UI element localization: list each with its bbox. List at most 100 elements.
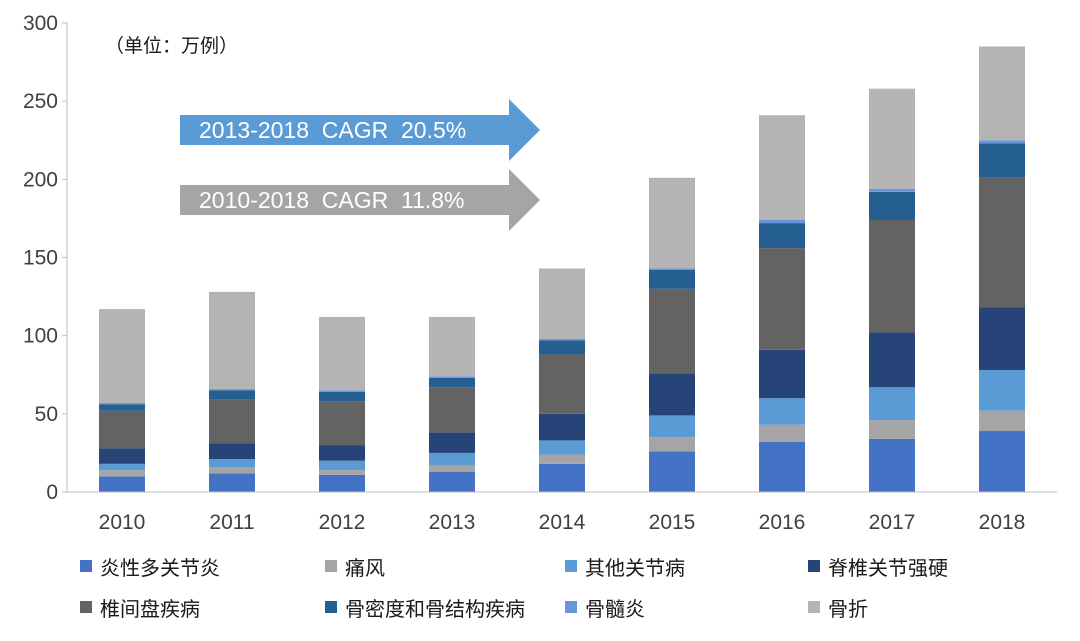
y-tick-label: 150 (23, 247, 58, 270)
legend-swatch (80, 560, 92, 572)
legend-label: 其他关节病 (585, 555, 685, 580)
bar-segment (869, 188, 915, 192)
bar-segment (539, 440, 585, 455)
cagr-arrow-shape (180, 99, 540, 161)
legend-item: 骨密度和骨结构疾病 (325, 592, 525, 622)
x-tick-label: 2018 (979, 511, 1026, 534)
x-tick-label: 2010 (99, 511, 146, 534)
bar-segment (759, 115, 805, 220)
bar-segment (539, 354, 585, 414)
y-tick-label: 250 (23, 90, 58, 113)
bar-segment (99, 463, 145, 471)
bar-segment (209, 473, 255, 492)
legend-swatch (565, 560, 577, 572)
bar-stack-2011 (209, 291, 255, 492)
x-tick-label: 2015 (649, 511, 696, 534)
bar-segment (209, 459, 255, 467)
legend-swatch (325, 560, 337, 572)
legend-item: 脊椎关节强硬 (808, 551, 948, 581)
bar-segment (99, 402, 145, 405)
x-tick-label: 2011 (209, 511, 254, 534)
bar-stack-2014 (539, 268, 585, 492)
bar-segment (429, 377, 475, 388)
bar-segment (319, 391, 365, 402)
bar-segment (319, 401, 365, 446)
bar-segment (429, 432, 475, 453)
bars (99, 46, 1025, 492)
bar-segment (99, 476, 145, 492)
legend-swatch (80, 601, 92, 613)
cagr-arrow: 2013-2018 CAGR 20.5% (180, 99, 540, 161)
bar-stack-2015 (649, 177, 695, 492)
cagr-arrow-shape (180, 169, 540, 231)
bar-segment (319, 316, 365, 391)
bar-segment (649, 270, 695, 289)
bar-segment (759, 219, 805, 224)
bar-segment (869, 191, 915, 220)
legend-item: 骨髓炎 (565, 592, 645, 622)
bar-segment (649, 177, 695, 269)
bar-segment (319, 470, 365, 475)
bar-segment (649, 288, 695, 374)
bar-segment (429, 452, 475, 466)
bar-segment (759, 441, 805, 492)
cagr-arrow: 2010-2018 CAGR 11.8% (180, 169, 540, 231)
legend-label: 骨髓炎 (585, 596, 645, 621)
legend-swatch (808, 560, 820, 572)
x-tick-label: 2012 (319, 511, 366, 534)
bar-segment (209, 466, 255, 474)
bar-segment (869, 420, 915, 439)
legend-swatch (565, 601, 577, 613)
bar-segment (539, 268, 585, 339)
bar-segment (979, 307, 1025, 371)
legend-label: 痛风 (345, 555, 385, 580)
bar-segment (759, 349, 805, 399)
bar-segment (759, 223, 805, 249)
y-tick-label: 200 (23, 168, 58, 191)
bar-segment (979, 46, 1025, 141)
bar-segment (869, 219, 915, 333)
bar-segment (649, 437, 695, 452)
bar-stack-2016 (759, 115, 805, 492)
x-tick-label: 2013 (429, 511, 476, 534)
x-tick-label: 2014 (539, 511, 586, 534)
legend-item: 痛风 (325, 551, 385, 581)
bar-stack-2013 (429, 316, 475, 492)
bar-segment (539, 463, 585, 492)
bar-segment (99, 410, 145, 449)
bar-segment (209, 390, 255, 400)
bar-stack-2017 (869, 88, 915, 492)
bar-stack-2018 (979, 46, 1025, 492)
bar-segment (759, 398, 805, 425)
bar-segment (759, 424, 805, 442)
cagr-label: 2013-2018 CAGR 20.5% (199, 117, 466, 143)
legend-swatch (808, 601, 820, 613)
y-tick-label: 100 (23, 325, 58, 348)
bar-segment (209, 388, 255, 391)
y-tick-label: 50 (35, 403, 58, 426)
y-axis: 0 50 100 150 200 250 300 (23, 12, 68, 504)
bar-segment (979, 140, 1025, 144)
unit-label: （单位：万例） (105, 35, 238, 57)
bar-segment (869, 438, 915, 492)
bar-segment (979, 370, 1025, 411)
bar-segment (539, 340, 585, 355)
bar-segment (649, 451, 695, 492)
y-tick-label: 300 (23, 12, 58, 35)
cagr-label: 2010-2018 CAGR 11.8% (199, 187, 465, 213)
bar-segment (319, 460, 365, 471)
legend-label: 骨密度和骨结构疾病 (345, 596, 525, 621)
bar-segment (429, 387, 475, 433)
bar-stack-2012 (319, 316, 365, 492)
bar-segment (979, 143, 1025, 178)
bar-segment (209, 291, 255, 389)
legend-label: 骨折 (828, 596, 868, 621)
bar-segment (979, 431, 1025, 492)
bar-segment (429, 471, 475, 492)
bar-segment (649, 268, 695, 271)
bar-segment (319, 474, 365, 492)
bar-segment (429, 376, 475, 378)
legend-item: 骨折 (808, 592, 868, 622)
bar-segment (209, 399, 255, 444)
